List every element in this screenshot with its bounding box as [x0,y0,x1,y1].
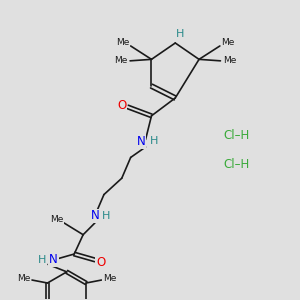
Text: N: N [91,209,99,223]
Text: Cl–H: Cl–H [223,158,249,171]
Text: O: O [117,99,126,112]
Text: Me: Me [17,274,30,283]
Text: H: H [102,211,110,221]
Text: N: N [137,135,146,148]
Text: N: N [49,254,58,266]
Text: H: H [150,136,159,146]
Text: O: O [96,256,106,269]
Text: H: H [38,255,46,265]
Text: Me: Me [116,38,129,47]
Text: Me: Me [103,274,116,283]
Text: Me: Me [50,215,63,224]
Text: Me: Me [221,38,235,47]
Text: Me: Me [115,56,128,65]
Text: Me: Me [223,56,236,65]
Text: H: H [176,29,184,39]
Text: Cl–H: Cl–H [223,129,249,142]
